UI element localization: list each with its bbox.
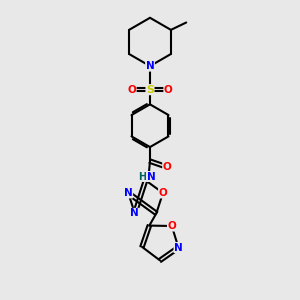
Text: O: O	[167, 221, 176, 231]
Text: O: O	[164, 85, 172, 94]
Text: O: O	[128, 85, 136, 94]
Text: H: H	[138, 172, 146, 182]
Text: O: O	[163, 162, 172, 172]
Text: N: N	[174, 242, 183, 253]
Text: N: N	[124, 188, 133, 198]
Text: S: S	[146, 85, 154, 94]
Text: N: N	[146, 172, 155, 182]
Text: N: N	[130, 208, 139, 218]
Text: N: N	[146, 61, 154, 71]
Text: O: O	[159, 188, 167, 198]
